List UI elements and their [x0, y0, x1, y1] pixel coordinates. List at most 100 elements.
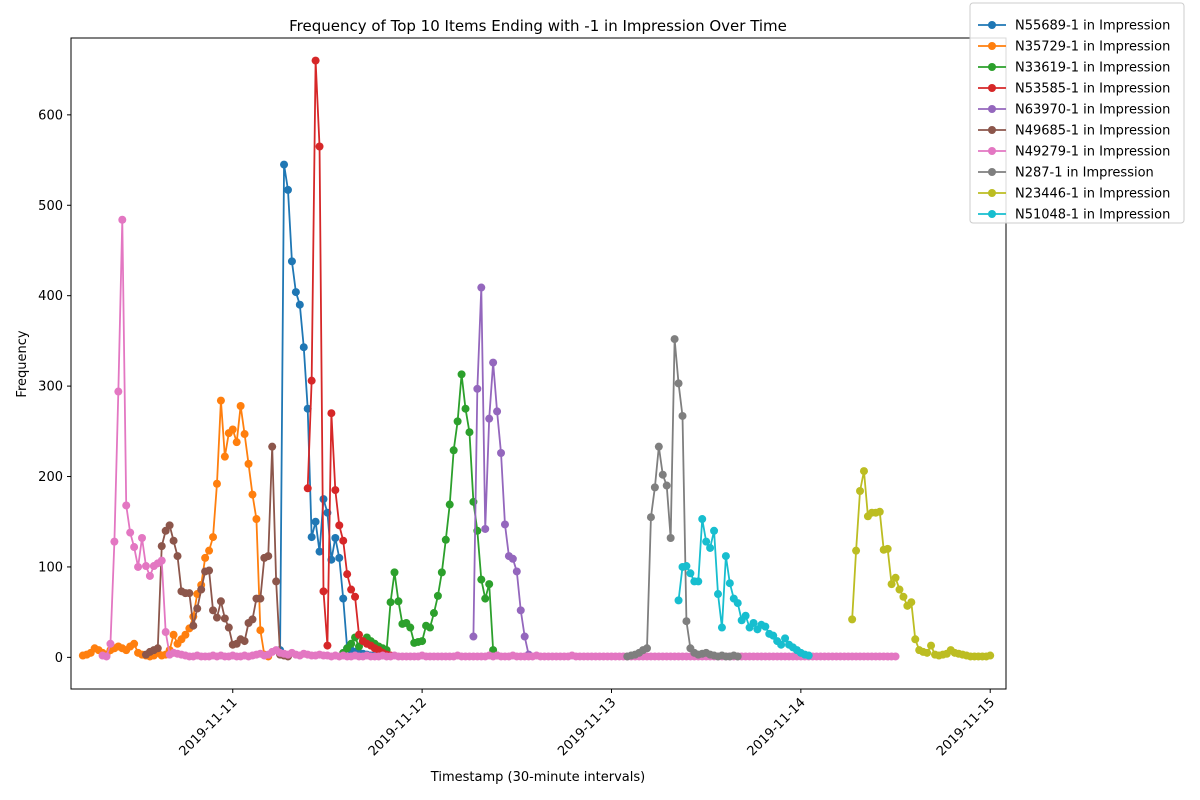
data-point — [804, 651, 813, 660]
data-point — [311, 517, 320, 526]
series-6 — [141, 442, 292, 661]
data-point — [315, 547, 324, 556]
data-point — [686, 569, 695, 578]
data-point — [343, 570, 352, 579]
data-point — [457, 370, 466, 379]
data-point — [891, 652, 900, 661]
data-point — [339, 536, 348, 545]
data-point — [169, 630, 178, 639]
data-point — [291, 288, 300, 297]
data-point — [426, 623, 435, 632]
data-point — [169, 536, 178, 545]
data-point — [201, 553, 210, 562]
data-point — [216, 597, 225, 606]
legend-item: N287-1 in Impression — [978, 166, 1154, 181]
data-point — [138, 534, 147, 542]
y-tick-label: 600 — [38, 108, 63, 123]
data-point — [698, 515, 707, 524]
data-point — [339, 594, 348, 603]
data-point — [682, 617, 691, 626]
series-1 — [276, 160, 379, 660]
data-point — [895, 585, 904, 594]
data-point — [666, 534, 675, 542]
series-line — [279, 163, 375, 657]
data-point — [717, 623, 726, 632]
data-point — [130, 543, 139, 552]
data-point — [303, 484, 312, 493]
data-point — [209, 533, 218, 542]
legend-marker — [988, 21, 996, 29]
data-point — [256, 594, 265, 603]
series-9 — [848, 467, 995, 661]
data-point — [256, 626, 265, 635]
data-point — [331, 486, 340, 495]
data-point — [887, 580, 896, 589]
data-point — [122, 501, 131, 510]
data-point — [923, 648, 932, 657]
data-point — [733, 599, 742, 608]
data-point — [307, 533, 316, 542]
data-point — [280, 160, 289, 169]
data-point — [481, 524, 490, 533]
legend-marker — [988, 147, 996, 155]
x-tick-label: 2019-11-13 — [555, 695, 619, 759]
data-point — [485, 414, 494, 423]
data-point — [461, 404, 470, 413]
legend-item: N51048-1 in Impression — [978, 208, 1170, 223]
data-point — [212, 613, 221, 622]
legend-label: N53585-1 in Impression — [1015, 82, 1170, 97]
data-point — [197, 585, 206, 594]
legend-label: N49279-1 in Impression — [1015, 145, 1170, 160]
data-point — [153, 644, 162, 653]
data-point — [741, 611, 750, 620]
data-point — [335, 553, 344, 562]
x-axis-label: Timestamp (30-minute intervals) — [430, 770, 645, 785]
legend-marker — [988, 84, 996, 92]
data-point — [469, 632, 478, 641]
data-point — [232, 438, 241, 447]
legend-item: N35729-1 in Impression — [978, 40, 1170, 55]
y-axis-label: Frequency — [15, 330, 30, 397]
legend-item: N23446-1 in Impression — [978, 187, 1170, 202]
data-point — [899, 592, 908, 601]
data-point — [445, 500, 454, 509]
plot-area-frame — [70, 37, 1007, 690]
data-point — [907, 598, 916, 607]
data-point — [141, 562, 150, 571]
x-tick-label: 2019-11-11 — [177, 695, 241, 759]
data-point — [126, 528, 135, 537]
data-point — [670, 335, 679, 344]
data-point — [725, 579, 734, 588]
data-point — [702, 537, 711, 546]
data-point — [220, 614, 229, 623]
data-point — [161, 628, 170, 637]
chart-title: Frequency of Top 10 Items Ending with -1… — [289, 17, 787, 35]
data-point — [654, 442, 663, 451]
data-point — [205, 566, 214, 575]
data-point — [193, 604, 202, 613]
data-point — [307, 376, 316, 385]
data-point — [248, 490, 257, 499]
data-point — [911, 635, 920, 644]
series-8 — [623, 335, 742, 661]
y-tick-label: 500 — [38, 199, 63, 214]
data-point — [516, 606, 525, 615]
legend-marker — [988, 210, 996, 218]
data-point — [493, 407, 502, 416]
data-point — [883, 544, 892, 553]
legend-label: N55689-1 in Impression — [1015, 19, 1170, 34]
data-point — [287, 257, 296, 266]
data-point — [441, 535, 450, 544]
data-point — [212, 479, 221, 488]
legend-item: N33619-1 in Impression — [978, 61, 1170, 76]
data-point — [295, 300, 304, 309]
legend-label: N33619-1 in Impression — [1015, 61, 1170, 76]
data-point — [721, 552, 730, 561]
data-point — [662, 481, 671, 490]
data-point — [181, 630, 190, 639]
data-point — [497, 449, 506, 458]
legend-marker — [988, 189, 996, 197]
data-point — [165, 521, 174, 530]
data-point — [406, 623, 415, 632]
